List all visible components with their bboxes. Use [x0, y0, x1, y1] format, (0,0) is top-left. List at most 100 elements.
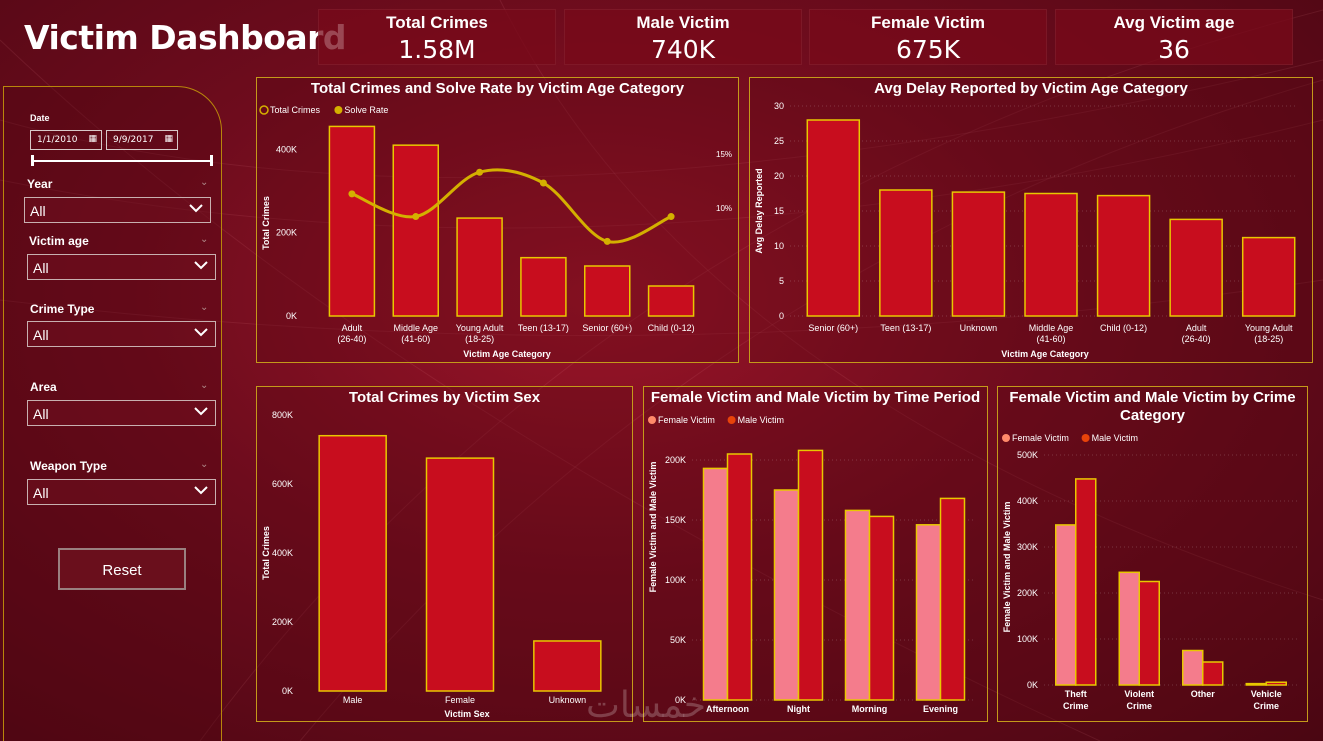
bar-male: [868, 515, 895, 701]
y2-tick-label: 10%: [716, 204, 732, 213]
date-range-slider[interactable]: [31, 160, 212, 162]
solve-rate-point: [603, 237, 611, 245]
bar-male: [1075, 478, 1097, 686]
bar-female: [1055, 524, 1077, 686]
chart-sex: 0K 200K 400K 600K 800K Total Crimes Male Female…: [261, 410, 602, 719]
x-tick-label: Evening: [923, 704, 958, 714]
date-end-value: 9/9/2017: [113, 135, 154, 145]
chevron-down-icon[interactable]: ⌄: [200, 234, 209, 245]
x-tick-label: Unknown: [549, 695, 587, 705]
solve-rate-point: [412, 213, 420, 221]
area-dropdown-value: All: [33, 406, 49, 422]
chevron-down-icon[interactable]: ⌄: [200, 302, 209, 313]
x-axis-label: Victim Age Category: [1001, 349, 1089, 359]
y-tick-label: 400K: [1017, 496, 1038, 506]
solve-rate-line: [351, 168, 672, 244]
legend-marker: [1081, 434, 1090, 442]
bar-male: [1202, 661, 1224, 686]
bar: [1096, 194, 1151, 317]
reset-button[interactable]: Reset: [58, 548, 186, 590]
y-tick-label: 400K: [276, 144, 297, 154]
kpi-female-victim: Female Victim 675K: [809, 9, 1047, 65]
y-axis-label: Total Crimes: [261, 526, 271, 580]
bar-female: [844, 509, 871, 701]
y-tick-label: 100K: [1017, 634, 1038, 644]
y2-tick-label: 15%: [716, 150, 732, 159]
y-tick-label: 10: [774, 241, 784, 251]
y-tick-label: 300K: [1017, 542, 1038, 552]
chevron-down-icon[interactable]: ⌄: [200, 459, 209, 470]
chart-title: Avg Delay Reported by Victim Age Categor…: [874, 80, 1188, 97]
chevron-down-icon[interactable]: ⌄: [200, 380, 209, 391]
kpi-value: 675K: [895, 35, 961, 64]
bar: [806, 119, 861, 317]
chart-title: Total Crimes by Victim Sex: [348, 389, 541, 406]
y-tick-label: 0K: [286, 311, 297, 321]
date-slider-start-handle[interactable]: [31, 155, 34, 166]
legend-marker: [648, 416, 656, 424]
bar-male: [726, 453, 753, 701]
y-tick-label: 500K: [1017, 450, 1038, 460]
weapon-type-dropdown-value: All: [33, 485, 49, 501]
y-tick-label: 200K: [1017, 588, 1038, 598]
year-dropdown[interactable]: All: [24, 197, 211, 223]
bar: [328, 125, 376, 317]
bar: [1241, 236, 1296, 317]
date-end-input[interactable]: 9/9/2017 ▦: [106, 130, 178, 150]
chart-panel-sex: Total Crimes by Victim Sex 0K 200K 400K 600…: [256, 386, 633, 722]
weapon-type-dropdown[interactable]: All: [27, 479, 216, 505]
x-tick-label: Senior (60+): [582, 323, 632, 333]
x-tick-label: Other: [1191, 689, 1216, 699]
chart-panel-crime-category: Female Victim and Male Victim by Crime C…: [997, 386, 1308, 722]
chart-panel-time-period: Female Victim and Male Victim by Time Pe…: [643, 386, 988, 722]
y-axis-label: Total Crimes: [261, 196, 271, 250]
solve-rate-point: [667, 213, 675, 221]
kpi-label: Female Victim: [870, 13, 986, 32]
x-tick-label: Adult (26-40): [1182, 323, 1211, 344]
y-tick-label: 5: [779, 276, 784, 286]
filter-sidebar: [3, 86, 222, 741]
x-tick-label: Vehicle Crime: [1251, 689, 1282, 711]
kpi-value: 1.58M: [398, 35, 476, 64]
y-tick-label: 0K: [282, 686, 293, 696]
bar: [1024, 192, 1078, 317]
bar: [879, 189, 933, 317]
legend-marker: [727, 416, 736, 424]
chart-delay: 0 5 10 15 20 25 30 Avg Delay Reported Senior (60…: [754, 101, 1298, 359]
chevron-down-icon[interactable]: ⌄: [200, 177, 209, 188]
area-dropdown[interactable]: All: [27, 400, 216, 426]
chevron-down-icon: [193, 258, 209, 275]
date-start-value: 1/1/2010: [37, 135, 78, 145]
kpi-male-victim: Male Victim 740K: [564, 9, 802, 65]
chart-title: Female Victim and Male Victim by Time Pe…: [650, 389, 981, 406]
kpi-value: 740K: [650, 35, 716, 64]
chart-title: Female Victim and Male Victim by Crime C…: [1009, 389, 1296, 424]
x-tick-label: Violent Crime: [1124, 689, 1154, 711]
bar-male: [939, 497, 966, 701]
date-slider-end-handle[interactable]: [210, 155, 213, 166]
x-tick-label: Middle Age (41-60): [393, 323, 438, 344]
crime-type-filter-label: Crime Type: [30, 302, 95, 316]
kpi-label: Male Victim: [636, 13, 730, 32]
chevron-down-icon: [193, 404, 209, 421]
bar-female: [1182, 649, 1204, 686]
x-tick-label: Morning: [852, 704, 888, 714]
x-tick-label: Teen (13-17): [880, 323, 931, 333]
y-tick-label: 15: [774, 206, 784, 216]
kpi-label: Avg Victim age: [1113, 13, 1235, 32]
y-tick-label: 30: [774, 101, 784, 111]
y-tick-label: 800K: [272, 410, 293, 420]
x-tick-label: Young Adult (18-25): [456, 323, 504, 344]
y-tick-label: 50K: [670, 635, 686, 645]
bar: [647, 285, 695, 317]
calendar-icon[interactable]: ▦: [88, 134, 97, 144]
calendar-icon[interactable]: ▦: [164, 134, 173, 144]
x-tick-label: Night: [787, 704, 810, 714]
y-tick-label: 0: [779, 311, 784, 321]
victim-age-dropdown[interactable]: All: [27, 254, 216, 280]
solve-rate-point: [476, 168, 484, 176]
bar: [425, 457, 495, 692]
date-start-input[interactable]: 1/1/2010 ▦: [30, 130, 102, 150]
x-tick-label: Female: [445, 695, 475, 705]
crime-type-dropdown[interactable]: All: [27, 321, 216, 347]
